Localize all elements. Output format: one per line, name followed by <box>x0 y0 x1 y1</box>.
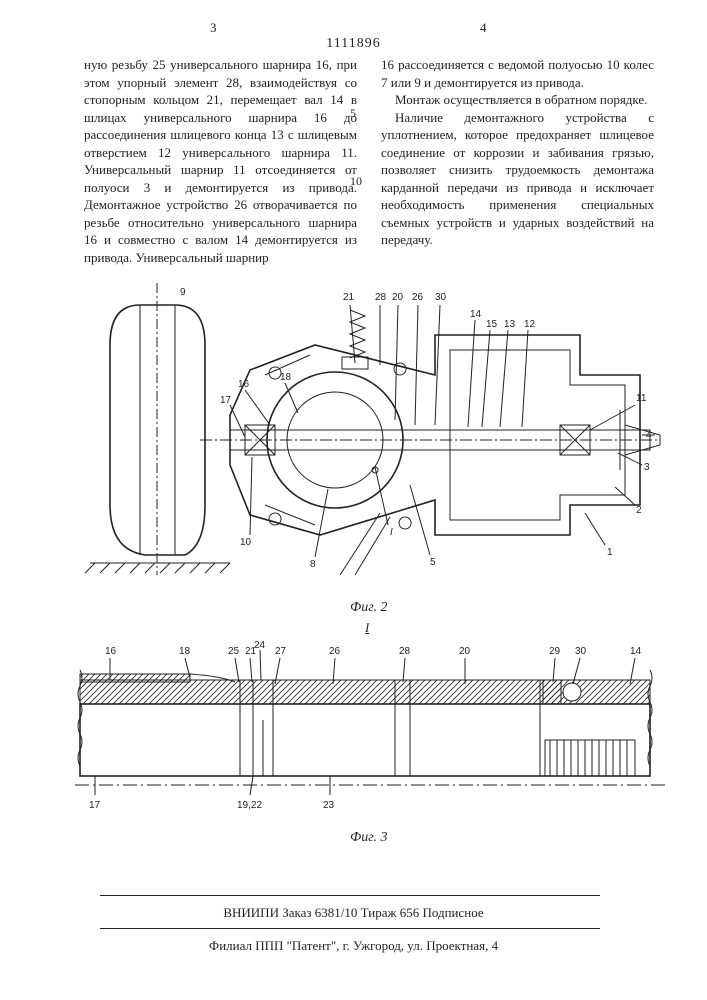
c3-20: 20 <box>459 646 471 657</box>
c3-1922: 19,22 <box>237 800 262 811</box>
c3-25: 25 <box>228 646 240 657</box>
figure-2: 9 21 28 20 26 30 14 15 13 12 <box>80 275 665 595</box>
c3-14: 14 <box>630 646 642 657</box>
callout-15: 15 <box>486 319 498 330</box>
callout-3: 3 <box>644 462 650 473</box>
callout-10: 10 <box>240 537 252 548</box>
c3-16: 16 <box>105 646 117 657</box>
detail-title: I <box>365 620 369 636</box>
col-left-text: ную резьбу 25 универсального шарнира 16,… <box>84 56 357 267</box>
text-columns: ную резьбу 25 универсального шарнира 16,… <box>84 56 654 267</box>
figure-3: 16 18 25 21 24 27 26 28 20 29 30 14 17 1… <box>75 640 665 820</box>
page-number-left: 3 <box>210 20 217 36</box>
callout-20: 20 <box>392 292 404 303</box>
callout-11: 11 <box>636 393 647 404</box>
callout-2: 2 <box>636 505 642 516</box>
callout-18: 18 <box>280 372 292 383</box>
footer-rule-mid <box>100 928 600 929</box>
c3-17: 17 <box>89 800 101 811</box>
c3-24: 24 <box>254 640 266 651</box>
c3-30: 30 <box>575 646 587 657</box>
footer-rule-top <box>100 895 600 896</box>
callout-13: 13 <box>504 319 516 330</box>
footer-line-2: Филиал ППП "Патент", г. Ужгород, ул. Про… <box>0 938 707 954</box>
detail-label-fig2: I <box>390 527 393 538</box>
col-right-p3: Наличие демонтажного устройства с уплотн… <box>381 109 654 249</box>
c3-23: 23 <box>323 800 335 811</box>
callout-4: 4 <box>646 430 652 441</box>
page-number-right: 4 <box>480 20 487 36</box>
callout-9: 9 <box>180 287 186 298</box>
col-right-p1: 16 рассоединяется с ведомой полуосью 10 … <box>381 56 654 91</box>
margin-line-5: 5 <box>350 106 356 121</box>
callout-14: 14 <box>470 309 482 320</box>
document-number: 1111896 <box>326 36 380 52</box>
fig2-caption: Фиг. 2 <box>350 600 388 616</box>
callout-5: 5 <box>430 557 436 568</box>
c3-28: 28 <box>399 646 411 657</box>
c3-29: 29 <box>549 646 561 657</box>
footer-line-1: ВНИИПИ Заказ 6381/10 Тираж 656 Подписное <box>0 905 707 921</box>
callout-8: 8 <box>310 559 316 570</box>
c3-26: 26 <box>329 646 341 657</box>
callout-17: 17 <box>220 395 232 406</box>
fig3-caption: Фиг. 3 <box>350 830 388 846</box>
callout-30: 30 <box>435 292 447 303</box>
column-right: 16 рассоединяется с ведомой полуосью 10 … <box>381 56 654 267</box>
callout-28: 28 <box>375 292 387 303</box>
callout-12: 12 <box>524 319 536 330</box>
callout-21: 21 <box>343 292 355 303</box>
column-left: ную резьбу 25 универсального шарнира 16,… <box>84 56 357 267</box>
margin-line-10: 10 <box>350 174 362 189</box>
callout-1: 1 <box>607 547 613 558</box>
callout-16: 16 <box>238 379 250 390</box>
callout-26: 26 <box>412 292 424 303</box>
c3-27: 27 <box>275 646 287 657</box>
col-right-p2: Монтаж осуществляется в обратном порядке… <box>381 91 654 109</box>
c3-18: 18 <box>179 646 191 657</box>
